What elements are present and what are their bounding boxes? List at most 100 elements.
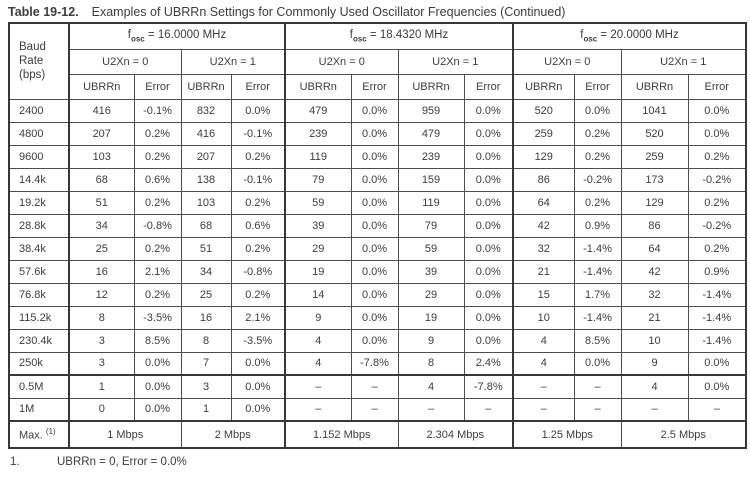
ubrr-cell: 1041	[620, 98, 689, 123]
ubrr-cell: –	[512, 374, 575, 399]
ubrr-cell: 119	[397, 190, 465, 215]
baud-rate-header: Baud Rate (bps)	[8, 22, 70, 100]
baud-rate-cell: 38.4k	[8, 236, 70, 261]
error-cell: 1.7%	[573, 282, 622, 307]
error-cell: 0.0%	[230, 98, 286, 123]
error-cell: 0.6%	[230, 213, 286, 238]
ubrr-cell: 39	[284, 213, 352, 238]
table-row: 76.8k 12 0.2% 25 0.2% 14 0.0% 29 0.0% 15…	[8, 282, 747, 307]
baud-rate-cell: 28.8k	[8, 213, 70, 238]
table-caption-number: Table 19-12.	[8, 5, 79, 19]
table-row: 4800 207 0.2% 416 -0.1% 239 0.0% 479 0.0…	[8, 121, 747, 146]
max-speed-cell: 1.152 Mbps	[284, 420, 399, 449]
error-cell: 0.6%	[133, 167, 182, 192]
ubrr-cell: 832	[180, 98, 232, 123]
ubrr-cell: 103	[180, 190, 232, 215]
table-row: 14.4k 68 0.6% 138 -0.1% 79 0.0% 159 0.0%…	[8, 167, 747, 192]
ubrr-cell: 4	[512, 351, 575, 376]
table-row: 230.4k 3 8.5% 8 -3.5% 4 0.0% 9 0.0% 4 8.…	[8, 328, 747, 353]
max-speed-cell: 1.25 Mbps	[512, 420, 622, 449]
ubrr-cell: 3	[68, 328, 135, 353]
baud-rate-cell: 230.4k	[8, 328, 70, 353]
table-row: 115.2k 8 -3.5% 16 2.1% 9 0.0% 19 0.0% 10…	[8, 305, 747, 330]
baud-rate-cell: 1M	[8, 397, 70, 422]
error-cell: 0.0%	[687, 121, 747, 146]
baud-rate-cell: 0.5M	[8, 374, 70, 399]
ubrr-cell: 4	[397, 374, 465, 399]
ubrr-cell: 8	[68, 305, 135, 330]
error-cell: 0.2%	[133, 236, 182, 261]
ubrr-cell: 16	[180, 305, 232, 330]
ubrr-cell: 416	[180, 121, 232, 146]
ubrr-col-header: UBRRn	[68, 73, 135, 100]
error-cell: 0.0%	[350, 98, 399, 123]
ubrr-cell: 103	[68, 144, 135, 169]
error-cell: -0.8%	[230, 259, 286, 284]
ubrr-cell: 25	[180, 282, 232, 307]
ubrr-cell: 3	[180, 374, 232, 399]
error-cell: 0.2%	[230, 144, 286, 169]
u2x0-header: U2Xn = 0	[512, 48, 622, 75]
max-speed-cell: 2.304 Mbps	[397, 420, 514, 449]
error-cell: 0.2%	[573, 190, 622, 215]
ubrr-cell: 21	[512, 259, 575, 284]
error-cell: 0.0%	[687, 351, 747, 376]
error-cell: 0.2%	[573, 121, 622, 146]
error-cell: 0.0%	[230, 351, 286, 376]
ubrr-cell: 0	[68, 397, 135, 422]
ubrr-cell: 259	[512, 121, 575, 146]
ubrr-cell: 59	[284, 190, 352, 215]
ubrr-cell: 173	[620, 167, 689, 192]
error-cell: 0.0%	[573, 351, 622, 376]
ubrr-cell: 520	[620, 121, 689, 146]
baud-rate-cell: 250k	[8, 351, 70, 376]
error-cell: -1.4%	[687, 282, 747, 307]
error-cell: -1.4%	[573, 305, 622, 330]
ubrr-cell: 239	[397, 144, 465, 169]
ubrr-col-header: UBRRn	[620, 73, 689, 100]
ubrr-cell: 21	[620, 305, 689, 330]
ubrr-cell: 68	[68, 167, 135, 192]
u2x0-header: U2Xn = 0	[284, 48, 399, 75]
baud-rate-cell: 19.2k	[8, 190, 70, 215]
error-cell: -1.4%	[687, 328, 747, 353]
ubrr-cell: 1	[180, 397, 232, 422]
error-cell: 0.0%	[463, 213, 514, 238]
max-speed-row: Max. (1) 1 Mbps 2 Mbps 1.152 Mbps 2.304 …	[8, 420, 747, 449]
error-cell: 0.0%	[230, 374, 286, 399]
error-cell: 0.2%	[133, 144, 182, 169]
error-cell: 2.1%	[133, 259, 182, 284]
ubrr-cell: 9	[284, 305, 352, 330]
error-cell: 0.0%	[350, 305, 399, 330]
baud-rate-cell: 14.4k	[8, 167, 70, 192]
error-col-header: Error	[230, 73, 286, 100]
error-cell: 0.2%	[133, 190, 182, 215]
max-speed-cell: 2 Mbps	[180, 420, 286, 449]
ubrr-cell: 959	[397, 98, 465, 123]
error-cell: 0.2%	[687, 144, 747, 169]
error-cell: 0.0%	[350, 167, 399, 192]
error-cell: 0.0%	[350, 236, 399, 261]
error-col-header: Error	[573, 73, 622, 100]
ubrr-cell: 129	[620, 190, 689, 215]
error-cell: 0.0%	[463, 259, 514, 284]
error-cell: -0.1%	[133, 98, 182, 123]
ubrr-cell: 4	[284, 351, 352, 376]
ubrr-cell: 8	[180, 328, 232, 353]
error-cell: -1.4%	[687, 305, 747, 330]
ubrr-cell: –	[620, 397, 689, 422]
error-cell: 0.0%	[350, 213, 399, 238]
table-row: 38.4k 25 0.2% 51 0.2% 29 0.0% 59 0.0% 32…	[8, 236, 747, 261]
u2x-header-row: U2Xn = 0 U2Xn = 1 U2Xn = 0 U2Xn = 1 U2Xn…	[9, 48, 747, 75]
error-cell: -3.5%	[230, 328, 286, 353]
ubrr-cell: 14	[284, 282, 352, 307]
ubrr-cell: 4	[512, 328, 575, 353]
ubrr-col-header: UBRRn	[512, 73, 575, 100]
error-cell: –	[350, 397, 399, 422]
ubrr-cell: 3	[68, 351, 135, 376]
ubrr-cell: 479	[284, 98, 352, 123]
ubrr-col-header: UBRRn	[180, 73, 232, 100]
error-cell: –	[350, 374, 399, 399]
error-cell: -0.8%	[133, 213, 182, 238]
ubrr-cell: 51	[68, 190, 135, 215]
